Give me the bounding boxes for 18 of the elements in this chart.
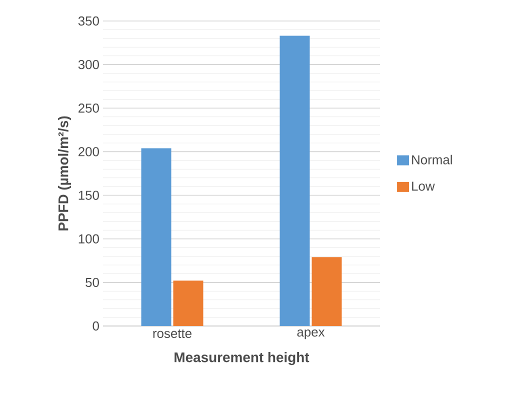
y-tick-label: 300 — [78, 60, 99, 70]
y-tick-label: 350 — [78, 16, 99, 26]
y-axis-title: PPFD (µmol/m²/s) — [58, 116, 72, 230]
bar — [141, 148, 172, 326]
bar — [280, 36, 310, 326]
y-tick-label: 200 — [78, 147, 99, 156]
x-tick-label: rosette — [153, 330, 192, 338]
bar — [312, 257, 342, 326]
x-tick-label: apex — [297, 330, 325, 340]
y-tick-label: 0 — [92, 321, 99, 331]
legend-label: Normal — [412, 154, 452, 164]
y-tick-label: 50 — [86, 278, 99, 288]
y-tick-label: 100 — [78, 234, 99, 244]
x-axis-title: Measurement height — [174, 352, 310, 366]
legend-label: Low — [412, 182, 435, 191]
y-tick-label: 150 — [78, 190, 99, 200]
y-tick-label: 250 — [78, 104, 99, 113]
bar — [173, 280, 204, 326]
